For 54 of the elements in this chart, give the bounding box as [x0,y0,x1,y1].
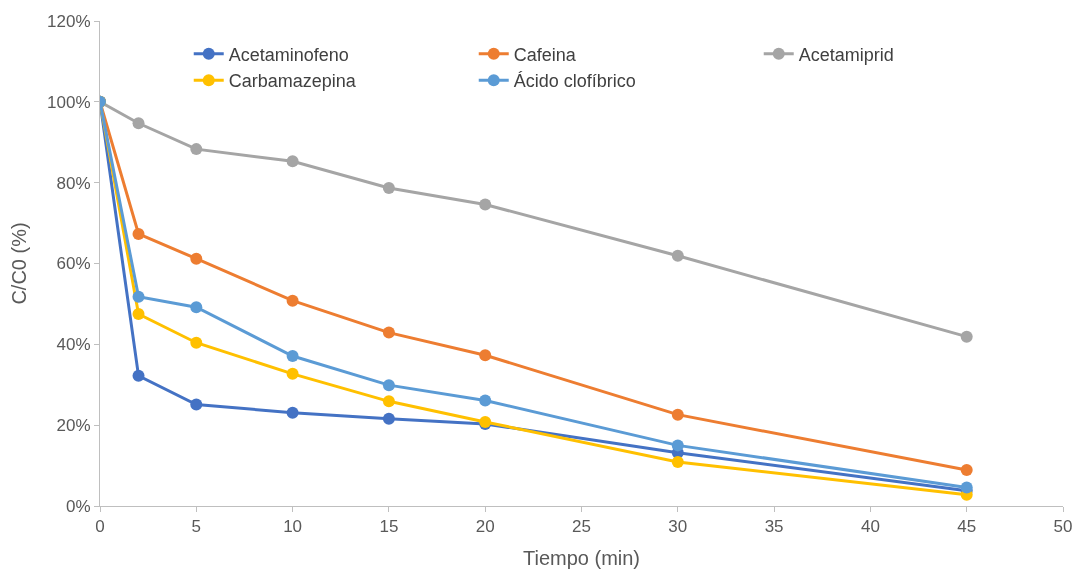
point [382,379,395,392]
x-tick-label: 5 [191,517,202,537]
x-tick-label: 10 [283,517,303,537]
point [132,117,145,130]
point [190,336,203,349]
point [132,308,145,321]
point [286,350,299,363]
x-tick-label: 35 [764,517,784,537]
y-tick-label: 100% [47,92,91,112]
x-axis-title: Tiempo (min) [522,546,641,569]
x-tick-label: 40 [860,517,880,537]
x-tick-label: 30 [668,517,688,537]
point [382,412,395,425]
point [382,326,395,339]
point [671,249,684,262]
point [479,394,492,407]
y-tick-label: 0% [66,496,91,516]
x-tick-label: 0 [95,517,105,537]
y-tick-label: 60% [56,254,91,274]
y-tick-label: 120% [47,11,91,31]
point [190,398,203,411]
y-tick-label: 80% [56,173,91,193]
x-tick-label: 45 [957,517,977,537]
point [671,439,684,452]
x-tick-label: 15 [379,517,399,537]
legend-label: Cafeina [513,44,577,65]
point [960,464,973,477]
point [286,155,299,168]
x-tick-label: 25 [572,517,591,537]
point [479,198,492,211]
y-tick-label: 20% [56,416,91,436]
point [132,369,145,382]
point [286,294,299,307]
point [190,301,203,314]
point [671,408,684,421]
x-tick-label: 20 [475,517,495,537]
point [479,349,492,362]
point [671,455,684,468]
legend-label: Acetaminofeno [228,44,349,65]
point [132,228,145,240]
legend-label: Carbamazepina [228,71,357,92]
point [286,406,299,419]
legend-label: Ácido clofíbrico [513,71,636,92]
point [190,252,203,265]
point [132,290,145,303]
y-tick-label: 40% [56,335,91,355]
y-axis-title: C/C0 (%) [7,222,30,305]
point [286,367,299,380]
point [190,143,203,156]
point [382,181,395,194]
legend-label: Acetamiprid [798,44,894,65]
point [382,395,395,408]
point [960,330,973,343]
x-tick-label: 50 [1053,517,1073,537]
